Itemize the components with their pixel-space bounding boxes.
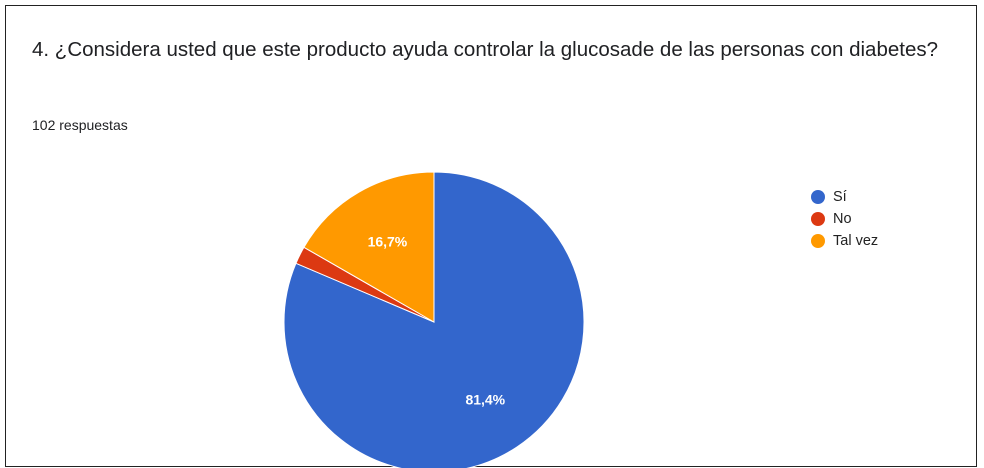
legend-item-0[interactable]: Sí: [811, 186, 878, 208]
legend-label-2: Tal vez: [833, 233, 879, 249]
response-count: 102 respuestas: [32, 117, 128, 133]
pie-slice-2[interactable]: [303, 171, 435, 323]
chart-card: 4. ¿Considera usted que este producto ay…: [5, 5, 977, 468]
pie-data-label-2: 16,7%: [368, 234, 408, 250]
legend-item-1[interactable]: No: [811, 208, 878, 230]
pie-data-label-0: 81,4%: [465, 392, 505, 408]
legend-swatch-2: [811, 234, 825, 248]
legend: Sí No Tal vez: [811, 186, 878, 252]
question-title: 4. ¿Considera usted que este producto ay…: [32, 38, 939, 61]
legend-swatch-0: [811, 190, 825, 204]
legend-swatch-1: [811, 212, 825, 226]
legend-item-2[interactable]: Tal vez: [811, 230, 878, 252]
legend-label-1: No: [833, 211, 852, 227]
pie-slice-0[interactable]: [283, 171, 585, 468]
pie-chart: 81,4% 16,7%: [283, 171, 585, 468]
legend-label-0: Sí: [833, 189, 847, 205]
